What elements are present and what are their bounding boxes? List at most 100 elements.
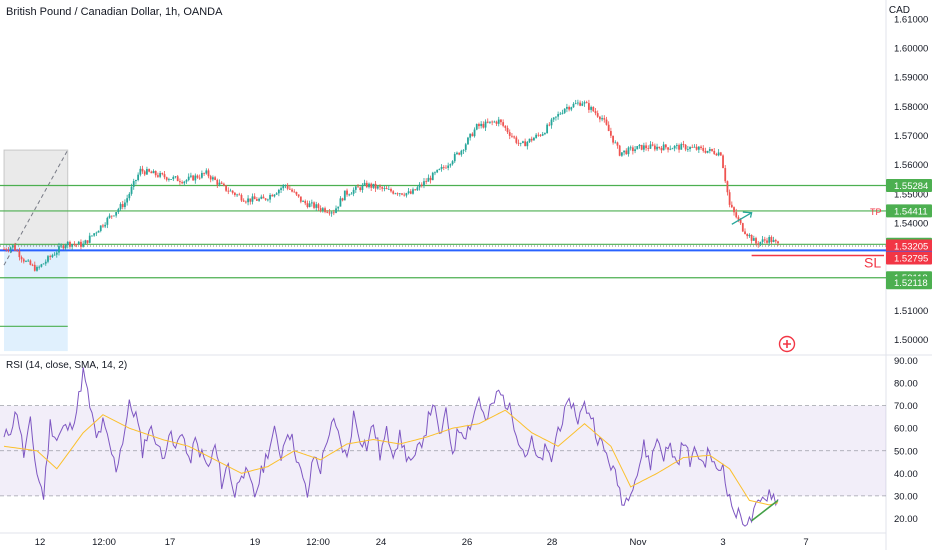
candle-body xyxy=(168,179,170,180)
candle-body xyxy=(38,266,41,268)
candle-body xyxy=(396,193,399,195)
time-tick-label: 26 xyxy=(462,537,473,548)
candle-body xyxy=(293,191,296,193)
candle-body xyxy=(425,181,428,183)
candle-body xyxy=(473,129,476,137)
candle-body xyxy=(436,169,439,173)
candle-body xyxy=(768,236,771,243)
candle-body xyxy=(704,150,707,153)
candle-body xyxy=(49,256,52,258)
candle-body xyxy=(620,152,623,156)
candle-body xyxy=(95,232,98,234)
candle-body xyxy=(478,124,480,127)
price-tick-label: 1.58000 xyxy=(894,102,928,113)
candle-body xyxy=(614,142,617,144)
candle-body xyxy=(16,250,19,252)
candle-body xyxy=(370,183,373,188)
candle-body xyxy=(385,188,388,190)
candle-body xyxy=(330,212,333,214)
candle-body xyxy=(601,118,603,120)
candle-body xyxy=(566,106,568,109)
price-tick-label: 1.60000 xyxy=(894,44,928,55)
candle-body xyxy=(770,236,773,242)
candle-body xyxy=(102,225,104,227)
candle-body xyxy=(728,192,731,205)
candle-body xyxy=(108,215,111,218)
candle-body xyxy=(172,176,175,180)
candle-body xyxy=(282,185,285,189)
candle-body xyxy=(519,142,522,144)
candle-body xyxy=(695,146,698,150)
candle-body xyxy=(3,249,5,250)
time-tick-label: 19 xyxy=(250,537,261,548)
rsi-tick-label: 80.00 xyxy=(894,379,918,390)
candle-body xyxy=(104,224,107,227)
candle-body xyxy=(91,235,93,237)
candle-body xyxy=(526,141,529,147)
candle-body xyxy=(418,184,421,188)
tp-label: TP xyxy=(870,207,882,217)
candle-body xyxy=(119,204,122,210)
candle-body xyxy=(697,146,700,150)
candle-body xyxy=(157,175,159,177)
rsi-tick-label: 70.00 xyxy=(894,401,918,412)
price-tick-label: 1.54000 xyxy=(894,218,928,229)
candles-group xyxy=(3,99,779,272)
candle-body xyxy=(678,145,680,150)
candle-body xyxy=(75,244,78,246)
candle-body xyxy=(42,263,45,265)
candle-body xyxy=(735,212,738,218)
candle-body xyxy=(148,169,151,172)
candle-body xyxy=(486,121,489,123)
candle-body xyxy=(689,147,691,150)
candle-body xyxy=(361,185,364,191)
candle-body xyxy=(321,208,324,211)
tp-arrow-icon xyxy=(731,212,752,225)
candle-body xyxy=(651,144,654,146)
candle-body xyxy=(667,147,669,150)
candle-body xyxy=(493,121,496,123)
candle-body xyxy=(368,183,370,188)
time-tick-label: 12 xyxy=(35,537,46,548)
candle-body xyxy=(629,147,632,149)
candle-body xyxy=(216,179,219,185)
candle-body xyxy=(557,114,560,117)
candle-body xyxy=(299,196,302,202)
candle-body xyxy=(631,147,634,152)
candle-body xyxy=(346,190,348,195)
candle-body xyxy=(341,198,344,201)
candle-body xyxy=(324,208,326,212)
time-tick-label: 12:00 xyxy=(92,537,116,548)
candle-body xyxy=(14,245,16,251)
candle-body xyxy=(563,108,566,113)
candle-body xyxy=(508,132,511,136)
price-tick-label: 1.61000 xyxy=(894,14,928,25)
candle-body xyxy=(124,202,126,208)
candle-body xyxy=(759,241,762,245)
candle-body xyxy=(752,238,755,241)
candle-body xyxy=(255,199,258,201)
chart-title: British Pound / Canadian Dollar, 1h, OAN… xyxy=(6,6,223,18)
candle-body xyxy=(537,134,540,136)
candle-body xyxy=(517,142,520,144)
candle-body xyxy=(596,113,599,117)
candle-body xyxy=(634,149,636,152)
candle-body xyxy=(352,189,355,194)
candle-body xyxy=(550,119,553,126)
candle-body xyxy=(181,182,184,184)
candle-body xyxy=(113,215,115,217)
candle-body xyxy=(730,204,733,208)
candle-body xyxy=(306,203,309,208)
candle-body xyxy=(163,174,166,178)
candle-body xyxy=(304,201,307,204)
candle-body xyxy=(260,196,263,199)
candle-body xyxy=(227,190,230,192)
candle-body xyxy=(253,196,256,200)
candle-body xyxy=(700,146,702,148)
candle-body xyxy=(471,133,474,137)
candle-body xyxy=(511,135,513,137)
candle-body xyxy=(244,201,247,203)
candle-body xyxy=(607,124,610,132)
rsi-trendline xyxy=(751,499,779,522)
